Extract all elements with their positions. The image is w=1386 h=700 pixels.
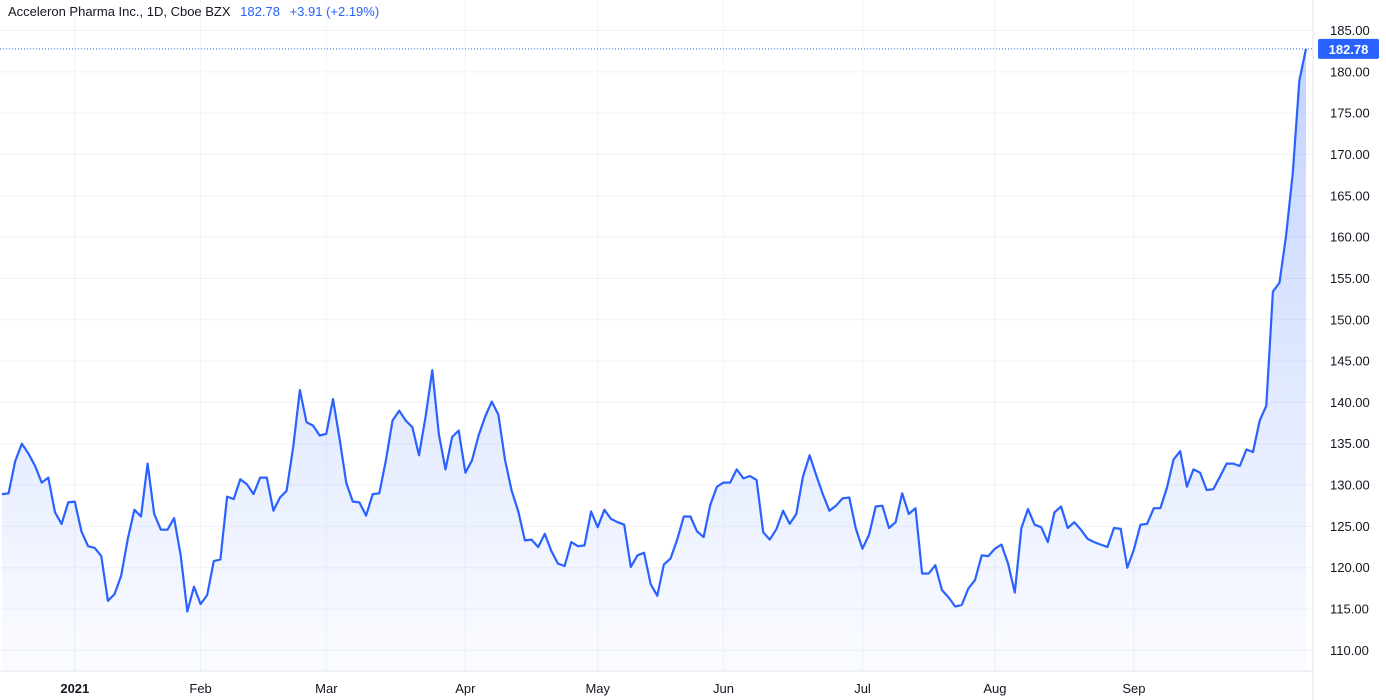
x-tick-label: Apr xyxy=(455,681,476,696)
series-line xyxy=(1,48,1308,613)
last-price-value: 182.78 xyxy=(240,4,280,19)
y-tick-label: 165.00 xyxy=(1330,188,1370,203)
y-tick-label: 130.00 xyxy=(1330,478,1370,493)
symbol-label: Acceleron Pharma Inc., 1D, Cboe BZX xyxy=(8,4,231,19)
x-tick-label: Jul xyxy=(854,681,871,696)
y-tick-label: 120.00 xyxy=(1330,560,1370,575)
y-tick-label: 145.00 xyxy=(1330,354,1370,369)
x-tick-label: Jun xyxy=(713,681,734,696)
last-price-badge: 182.78 xyxy=(1318,38,1379,59)
y-tick-label: 115.00 xyxy=(1330,602,1369,617)
x-tick-label: Feb xyxy=(189,681,211,696)
y-tick-label: 170.00 xyxy=(1330,147,1370,162)
y-tick-label: 160.00 xyxy=(1330,230,1370,245)
y-tick-label: 125.00 xyxy=(1330,519,1370,534)
x-tick-label: May xyxy=(585,681,610,696)
y-tick-label: 150.00 xyxy=(1330,312,1370,327)
y-tick-label: 180.00 xyxy=(1330,64,1370,79)
price-change-value: +3.91 (+2.19%) xyxy=(289,4,380,19)
y-tick-label: 140.00 xyxy=(1330,395,1370,410)
symbol-legend: Acceleron Pharma Inc., 1D, Cboe BZX 182.… xyxy=(8,4,379,19)
last-price-badge-bg xyxy=(1318,38,1379,59)
series-area xyxy=(2,48,1306,671)
x-tick-label: Mar xyxy=(315,681,338,696)
x-tick-label: Sep xyxy=(1122,681,1145,696)
y-tick-label: 175.00 xyxy=(1330,106,1370,121)
y-tick-label: 135.00 xyxy=(1330,436,1370,451)
price-axis[interactable]: 110.00 115.00 120.00 125.00 130.00 135.00 140.… xyxy=(1330,0,1370,658)
x-tick-label: 2021 xyxy=(60,681,89,696)
y-tick-label: 110.00 xyxy=(1330,643,1369,658)
y-tick-label: 155.00 xyxy=(1330,271,1370,286)
time-axis[interactable]: 2021 Feb Mar Apr May Jun Jul Aug Sep xyxy=(60,681,1145,696)
last-price-badge-text: 182.78 xyxy=(1329,42,1369,57)
y-tick-label: 185.00 xyxy=(1330,23,1370,38)
x-tick-label: Aug xyxy=(983,681,1006,696)
